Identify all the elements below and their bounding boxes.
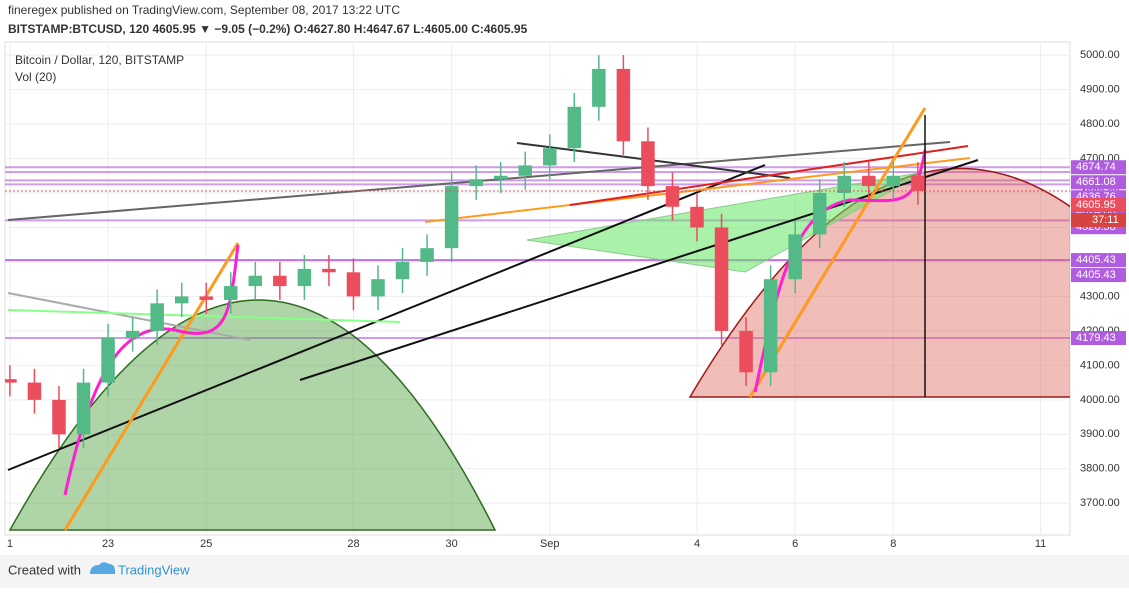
candle-body [322, 268, 336, 273]
chart-title: Bitcoin / Dollar, 120, BITSTAMP [15, 53, 184, 67]
candle-body [763, 279, 778, 373]
candle-body [886, 175, 901, 187]
price-tag [1071, 160, 1126, 175]
candle-body [5, 379, 17, 383]
y-tick-label: 4800.00 [1080, 118, 1120, 130]
candle-body [592, 68, 606, 107]
trend-line [7, 309, 401, 323]
x-tick-label: 6 [792, 538, 798, 550]
candle-body [911, 175, 925, 191]
candle-body [395, 261, 410, 280]
price-tag [1071, 268, 1126, 283]
countdown-label: 37:11 [1092, 214, 1119, 226]
logo [90, 562, 116, 574]
pane [4, 41, 1071, 536]
candle-body [665, 186, 680, 207]
candle-body [76, 382, 91, 435]
price-tag-label: 4405.43 [1076, 254, 1116, 266]
candle-body [27, 382, 42, 400]
footer-bar [0, 555, 1129, 588]
candle-body [469, 179, 483, 187]
candle-body [493, 175, 508, 180]
candle-body [273, 275, 287, 287]
candle-body [690, 206, 704, 228]
candle-body [641, 141, 655, 187]
candle-body [125, 330, 140, 338]
brand: TradingView [118, 562, 190, 577]
y-tick-label: 4000.00 [1080, 394, 1120, 406]
y-tick-label: 5000.00 [1080, 49, 1120, 61]
price-tag-label: 4405.43 [1076, 269, 1116, 281]
x-tick-label: Sep [540, 538, 560, 550]
candle-body [346, 272, 361, 297]
candle-body [420, 248, 434, 262]
quote: BITSTAMP:BTCUSD, 120 4605.95 ▼ −9.05 (−0… [8, 22, 528, 36]
candle-body [248, 275, 263, 287]
candle-body [543, 148, 557, 166]
x-tick-label: 28 [347, 538, 359, 550]
y-tick-label: 4900.00 [1080, 83, 1120, 95]
candle-body [52, 399, 66, 435]
candle-body [150, 303, 164, 331]
x-tick-label: 8 [890, 538, 896, 550]
candle-body [297, 268, 312, 287]
x-tick-label: 4 [694, 538, 700, 550]
candle-body [518, 165, 532, 176]
grid-layer [5, 42, 1070, 535]
x-tick-label: 23 [102, 538, 114, 550]
price-tag [1071, 253, 1126, 268]
candle-body [862, 175, 876, 187]
created-with: Created with [8, 562, 81, 577]
candles [5, 55, 1070, 449]
y-tick-label: 3900.00 [1080, 428, 1120, 440]
candle-body [371, 279, 385, 297]
price-tag-label: 4179.43 [1076, 332, 1116, 344]
candle-body [739, 330, 753, 373]
candle-body [101, 337, 115, 383]
x-tick-label: 25 [200, 538, 212, 550]
arrow [748, 107, 927, 398]
candle-body [837, 175, 851, 194]
current-price-tag [1071, 197, 1126, 212]
trend-line [424, 157, 971, 223]
candle-body [567, 106, 582, 149]
candle-body [174, 296, 189, 304]
countdown-tag [1071, 212, 1126, 227]
y-tick-label: 4300.00 [1080, 290, 1120, 302]
y-tick-label: 3700.00 [1080, 497, 1120, 509]
x-tick-label: 1 [7, 538, 13, 550]
subtitle: Vol (20) [15, 70, 56, 84]
candle-body [199, 296, 213, 300]
y-tick-label: 3800.00 [1080, 463, 1120, 475]
arrow [63, 242, 240, 531]
price-tag [1071, 175, 1126, 190]
trend-line [7, 164, 766, 471]
price-tag-label: 4661.08 [1076, 176, 1116, 188]
publisher: fineregex published on TradingView.com, … [8, 3, 400, 17]
current-price-label: 4605.95 [1076, 199, 1116, 211]
candle-body [616, 68, 631, 142]
trend-line [299, 159, 979, 381]
candle-body [812, 193, 827, 235]
x-tick-label: 11 [1035, 538, 1046, 550]
price-tag [1071, 330, 1126, 345]
x-tick-label: 30 [445, 538, 457, 550]
y-tick-label: 4100.00 [1080, 359, 1120, 371]
candle-body [224, 286, 238, 300]
price-tag-label: 4674.74 [1076, 161, 1116, 173]
candle-body [714, 227, 729, 331]
trend-line [569, 145, 969, 206]
candle-body [444, 186, 459, 249]
candle-body [788, 234, 802, 280]
